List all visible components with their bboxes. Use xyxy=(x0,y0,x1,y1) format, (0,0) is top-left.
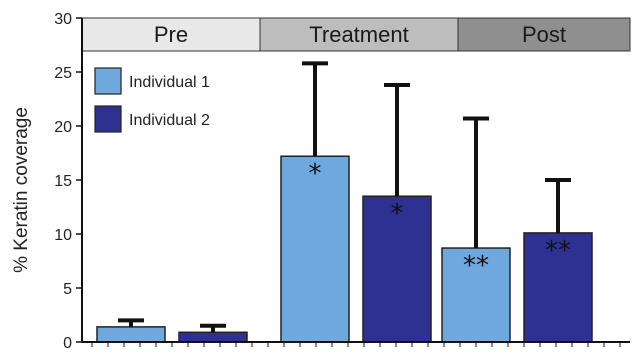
legend: Individual 1 Individual 2 xyxy=(94,67,210,133)
y-tick-label: 0 xyxy=(63,335,72,352)
y-tick-label: 10 xyxy=(54,227,72,244)
legend-label: Individual 1 xyxy=(129,74,210,91)
legend-label: Individual 2 xyxy=(129,112,210,129)
phase-label-treatment: Treatment xyxy=(309,22,408,47)
y-axis: 0 5 10 15 20 25 30 xyxy=(54,11,630,352)
y-tick-label: 25 xyxy=(54,65,72,82)
significance-marker: ** xyxy=(463,251,489,281)
bar-individual-2-post xyxy=(523,232,593,343)
y-tick-label: 15 xyxy=(54,173,72,190)
bar-individual-2-pre xyxy=(178,331,248,343)
legend-swatch xyxy=(94,105,122,133)
bars: ****** xyxy=(96,61,593,343)
legend-swatch xyxy=(94,67,122,95)
significance-marker: * xyxy=(391,199,404,229)
bar-individual-1-treatment xyxy=(280,155,350,343)
phase-box-treatment xyxy=(259,17,459,52)
significance-marker: ** xyxy=(545,236,571,266)
phase-label-pre: Pre xyxy=(154,22,188,47)
bar-individual-1-pre xyxy=(96,326,166,343)
y-tick-label: 20 xyxy=(54,119,72,136)
y-tick-label: 30 xyxy=(54,11,72,28)
phase-label-post: Post xyxy=(522,22,566,47)
phase-box-pre xyxy=(81,17,261,52)
y-tick-label: 5 xyxy=(63,281,72,298)
bar-individual-1-post xyxy=(441,247,511,343)
phase-header: Pre Treatment Post xyxy=(81,17,631,52)
significance-marker: * xyxy=(309,159,322,189)
phase-box-post xyxy=(457,17,631,52)
y-axis-label: % Keratin coverage xyxy=(11,107,32,273)
